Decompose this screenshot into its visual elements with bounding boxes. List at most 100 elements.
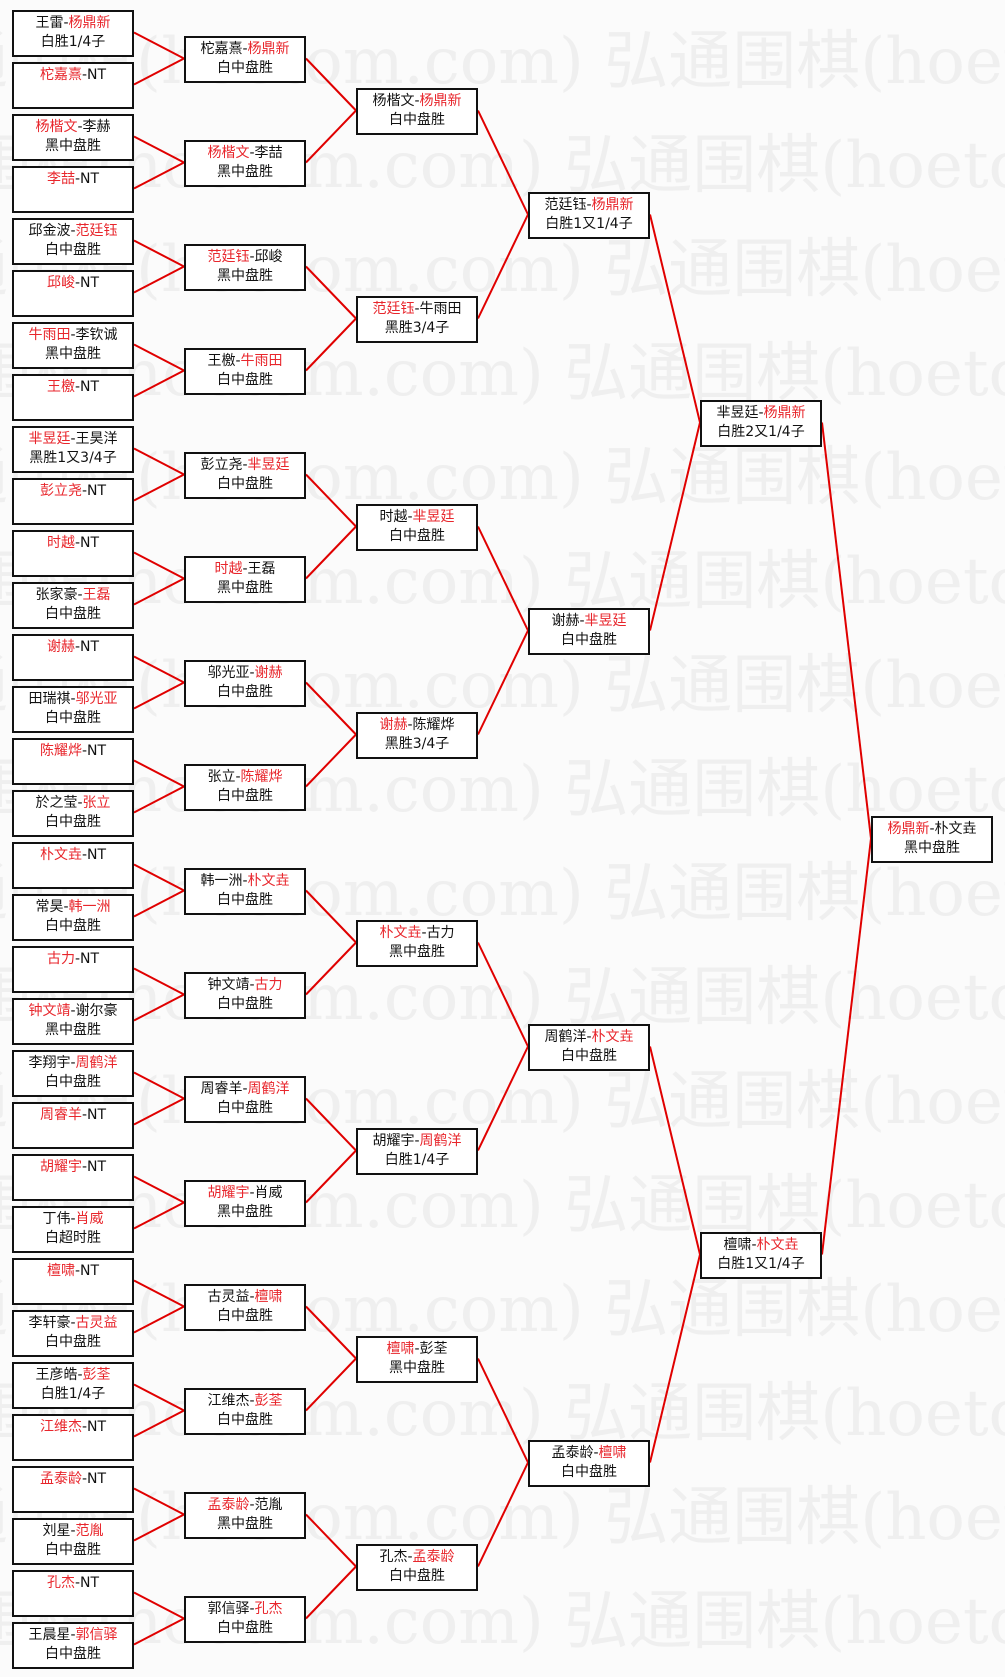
separator: - (751, 1237, 757, 1253)
player-2: 朴文垚 (591, 1029, 634, 1045)
player-2: 孔杰 (254, 1601, 283, 1617)
separator: - (81, 1159, 88, 1175)
player-2: NT (87, 1159, 107, 1175)
match-players: 周睿羊-周鹤洋 (186, 1080, 304, 1099)
separator: - (77, 1367, 83, 1383)
separator: - (81, 1471, 88, 1487)
match-box: 牛雨田-李钦诚 黑中盘胜 (12, 322, 134, 369)
match-players: 王雷-杨鼎新 (14, 14, 132, 33)
player-1: 杨鼎新 (887, 821, 930, 837)
connector-line (821, 838, 872, 1255)
match-result (14, 1177, 132, 1196)
match-result: 黑胜3/4子 (384, 736, 450, 752)
separator: - (70, 691, 76, 707)
match-result: 白胜1又1/4子 (545, 216, 633, 232)
match-players: 牛雨田-李钦诚 (14, 326, 132, 345)
connector-line (649, 1254, 701, 1463)
player-2: 周鹤洋 (75, 1055, 118, 1071)
match-result (14, 865, 132, 884)
player-2: 杨鼎新 (68, 15, 111, 31)
match-players: 李轩豪-古灵益 (14, 1314, 132, 1333)
player-2: NT (80, 951, 100, 967)
player-2: 周鹤洋 (419, 1133, 462, 1149)
player-1: 谢赫 (379, 717, 408, 733)
match-players: 谢赫-陈耀烨 (358, 716, 476, 735)
connector-line (305, 1565, 357, 1620)
player-2: 范胤 (254, 1497, 283, 1513)
match-box: 谢赫-芈昱廷 白中盘胜 (528, 608, 650, 655)
match-result: 黑中盘胜 (217, 1516, 273, 1532)
match-players: 谢赫-NT (14, 638, 132, 657)
match-result: 白中盘胜 (217, 996, 273, 1012)
match-players: 芈昱廷-王昊洋 (14, 430, 132, 449)
player-1: 柁嘉熹 (200, 41, 243, 57)
player-1: 孟泰龄 (39, 1471, 82, 1487)
match-result: 黑中盘胜 (45, 1022, 101, 1038)
match-box: 邬光亚-谢赫 白中盘胜 (184, 660, 306, 707)
match-result: 白中盘胜 (45, 242, 101, 258)
match-players: 谢赫-芈昱廷 (530, 612, 648, 631)
match-box: 范廷钰-杨鼎新 白胜1又1/4子 (528, 192, 650, 239)
player-1: 牛雨田 (28, 327, 71, 343)
match-players: 郭信驿-孔杰 (186, 1600, 304, 1619)
match-box: 古灵益-檀啸 白中盘胜 (184, 1284, 306, 1331)
player-1: 古力 (46, 951, 75, 967)
final-match-box: 杨鼎新-朴文垚 黑中盘胜 (871, 816, 993, 863)
match-box: 王雷-杨鼎新 白胜1/4子 (12, 10, 134, 57)
match-players: 柁嘉熹-杨鼎新 (186, 40, 304, 59)
player-1: 杨楷文 (372, 93, 415, 109)
separator: - (74, 951, 81, 967)
player-2: 朴文垚 (756, 1237, 799, 1253)
player-2: 王磊 (82, 587, 111, 603)
match-players: 古灵益-檀啸 (186, 1288, 304, 1307)
match-players: 彭立尧-NT (14, 482, 132, 501)
player-1: 谢赫 (46, 639, 75, 655)
match-result: 白胜2又1/4子 (717, 424, 805, 440)
player-2: 朴文垚 (934, 821, 977, 837)
separator: - (249, 1497, 255, 1513)
player-1: 周鹤洋 (544, 1029, 587, 1045)
separator: - (242, 561, 248, 577)
match-box: 古力-NT (12, 946, 134, 993)
connector-line (649, 422, 701, 631)
player-1: 江维杰 (39, 1419, 82, 1435)
separator: - (81, 67, 88, 83)
match-players: 孔杰-孟泰龄 (358, 1548, 476, 1567)
match-result: 白中盘胜 (45, 1074, 101, 1090)
separator: - (421, 925, 427, 941)
match-result: 白中盘胜 (217, 892, 273, 908)
match-box: 邱金波-范廷钰 白中盘胜 (12, 218, 134, 265)
separator: - (414, 93, 420, 109)
player-1: 王檄 (46, 379, 75, 395)
player-1: 陈耀烨 (39, 743, 82, 759)
player-2: 范胤 (75, 1523, 104, 1539)
match-players: 朴文垚-NT (14, 846, 132, 865)
connector-line (133, 447, 185, 476)
connector-line (133, 1097, 185, 1126)
match-result: 黑中盘胜 (45, 346, 101, 362)
connector-line (133, 57, 185, 86)
player-2: 谢尔豪 (75, 1003, 118, 1019)
match-result (14, 1281, 132, 1300)
player-2: 杨鼎新 (591, 197, 634, 213)
match-box: 胡耀宇-NT (12, 1154, 134, 1201)
player-2: 范廷钰 (75, 223, 118, 239)
separator: - (70, 1055, 76, 1071)
separator: - (74, 275, 81, 291)
match-box: 王檄-NT (12, 374, 134, 421)
match-players: 钟文靖-古力 (186, 976, 304, 995)
connector-line (133, 1201, 185, 1230)
match-box: 胡耀宇-肖威 黑中盘胜 (184, 1180, 306, 1227)
match-players: 时越-王磊 (186, 560, 304, 579)
match-players: 檀啸-NT (14, 1262, 132, 1281)
match-players: 孟泰龄-NT (14, 1470, 132, 1489)
match-result: 白中盘胜 (561, 632, 617, 648)
separator: - (70, 1211, 76, 1227)
player-1: 孟泰龄 (207, 1497, 250, 1513)
connector-line (133, 1175, 185, 1204)
player-1: 於之莹 (35, 795, 78, 811)
match-result (14, 85, 132, 104)
connector-line (133, 343, 185, 372)
connector-line (477, 630, 529, 735)
connector-line (477, 214, 529, 319)
